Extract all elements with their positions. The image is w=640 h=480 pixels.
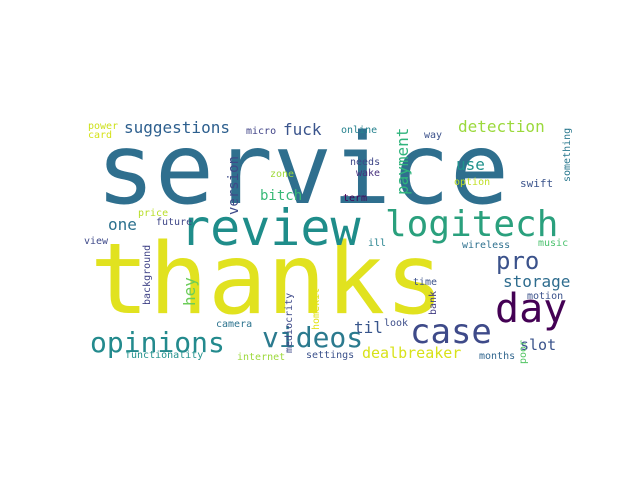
cloud-word: power — [88, 121, 118, 132]
cloud-word: music — [538, 238, 568, 249]
cloud-word: term — [343, 193, 367, 204]
cloud-word: ill — [368, 238, 386, 249]
cloud-word: camera — [216, 319, 252, 330]
cloud-word: version — [226, 156, 242, 215]
cloud-word: swift — [520, 177, 553, 190]
cloud-word: time — [413, 277, 437, 288]
cloud-word: mediocrity — [284, 293, 295, 353]
cloud-word: functionality — [125, 350, 203, 361]
cloud-word: online — [341, 125, 377, 136]
cloud-word: view — [84, 236, 109, 247]
cloud-word: poor — [518, 340, 529, 364]
cloud-word: payment — [393, 128, 412, 195]
cloud-word: internet — [237, 352, 285, 363]
cloud-word: fuck — [283, 120, 322, 139]
cloud-word: motion — [527, 291, 563, 302]
cloud-word: dealbreaker — [362, 344, 461, 362]
cloud-word: homekit — [311, 288, 322, 330]
cloud-word: day — [495, 286, 567, 332]
cloud-word: detection — [458, 117, 545, 136]
cloud-word: use — [456, 155, 485, 174]
cloud-word: suggestions — [124, 118, 230, 137]
cloud-word: case — [410, 312, 492, 352]
cloud-word: wake — [356, 168, 380, 179]
cloud-word: videos — [262, 321, 363, 354]
cloud-word: service — [96, 113, 509, 227]
cloud-word: bank — [428, 291, 439, 315]
cloud-word: logitech — [385, 204, 558, 245]
cloud-word: one — [108, 215, 137, 234]
cloud-word: look — [384, 318, 408, 329]
cloud-word: storage — [503, 272, 570, 291]
cloud-word: way — [424, 130, 442, 141]
cloud-word: future — [156, 217, 192, 228]
cloud-word: bitch — [260, 188, 302, 204]
cloud-word: settings — [306, 350, 354, 361]
cloud-word: pro — [496, 247, 539, 275]
cloud-word: opinions — [90, 326, 225, 359]
cloud-word: wireless — [462, 240, 510, 251]
cloud-word: card — [88, 130, 112, 141]
cloud-word: hey — [180, 277, 199, 306]
cloud-word: something — [562, 128, 573, 182]
cloud-word: review — [180, 199, 362, 257]
cloud-word: option — [454, 177, 490, 188]
cloud-word: background — [142, 245, 153, 305]
cloud-word: thanks — [90, 223, 444, 337]
cloud-word: price — [138, 208, 168, 219]
cloud-word: zone — [270, 169, 294, 180]
cloud-word: needs — [350, 157, 380, 168]
cloud-word: months — [479, 351, 515, 362]
cloud-word: micro — [246, 126, 276, 137]
cloud-word: til — [354, 318, 383, 337]
cloud-word: slot — [520, 336, 556, 354]
